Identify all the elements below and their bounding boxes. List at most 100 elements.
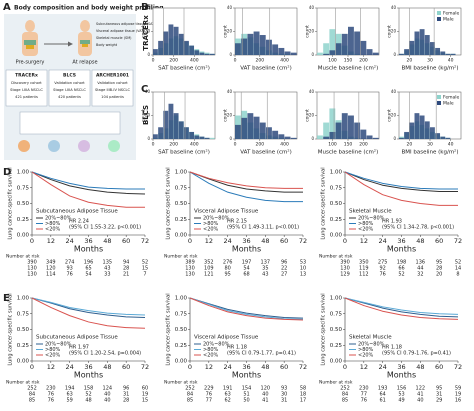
hist-bar	[199, 52, 205, 55]
cohort-name: TRACERx	[15, 73, 38, 79]
legend-text: Subcutaneous adipose tissue (SAT)	[96, 22, 156, 26]
at-risk-count: 390	[340, 260, 350, 266]
hist-bar	[272, 130, 279, 139]
at-risk-count: 49	[398, 398, 404, 404]
survival-curve	[344, 171, 458, 193]
at-risk-count: 120	[46, 266, 56, 272]
legend-label: <20%	[45, 227, 61, 233]
sat-band	[80, 40, 90, 44]
x-tick-label: 0	[343, 237, 347, 245]
x-axis-label: SAT baseline (cm²)	[158, 149, 210, 156]
cohort-box	[48, 69, 91, 107]
hist-bar	[284, 136, 291, 139]
stage-label: At relapse	[72, 60, 97, 66]
x-tick-label: 200	[169, 58, 178, 64]
at-risk-count: 7	[143, 272, 146, 278]
cohort-line: Validation cohort	[97, 81, 128, 85]
y-tick-label: 40	[309, 89, 315, 94]
hist-bar	[409, 40, 415, 55]
at-risk-count: 43	[104, 266, 110, 272]
legend-swatch	[437, 101, 441, 105]
hist-bar	[178, 121, 184, 139]
hr-annotation: (95% CI 1.49-3.11, p<0.001)	[227, 225, 299, 231]
vat-band	[82, 44, 88, 47]
y-axis-label: count	[141, 25, 147, 38]
at-risk-count: 77	[206, 398, 212, 404]
y-tick-label: 40	[309, 5, 315, 10]
y-tick-label: 0.00	[330, 233, 343, 239]
hist-bar	[173, 26, 179, 55]
hist-bar	[414, 31, 420, 55]
icon	[108, 140, 120, 152]
at-risk-count: 41	[417, 392, 423, 398]
hist-bar	[414, 113, 420, 139]
cohort-box	[5, 69, 48, 107]
at-risk-count: 59	[455, 386, 461, 392]
at-risk-count: 252	[27, 386, 37, 392]
at-risk-count: 19	[142, 392, 148, 398]
at-risk-title: Number at risk	[164, 380, 198, 386]
y-tick-label: 1.00	[175, 170, 188, 176]
legend-label: <20%	[358, 353, 374, 359]
hist-bar	[419, 29, 425, 55]
survival-curve	[189, 171, 303, 189]
y-tick-label: 0.25	[175, 217, 188, 223]
at-risk-count: 93	[281, 386, 287, 392]
y-tick-label: 0	[311, 52, 314, 57]
y-tick-label: 0.50	[175, 201, 188, 207]
at-risk-count: 130	[27, 272, 37, 278]
y-tick-label: 0	[393, 136, 396, 141]
hist-bar	[419, 115, 425, 139]
at-risk-count: 53	[300, 260, 306, 266]
hist-bar	[290, 52, 297, 55]
at-risk-count: 130	[185, 266, 195, 272]
y-axis-label: Lung cancer-specific survival	[166, 167, 172, 239]
hist-bar	[435, 133, 441, 139]
at-risk-count: 10	[300, 266, 306, 272]
at-risk-count: 93	[66, 266, 72, 272]
hist-bar	[399, 53, 404, 55]
at-risk-count: 95	[224, 272, 230, 278]
y-tick-label: 0.00	[175, 359, 188, 365]
y-tick-label: 0	[147, 52, 150, 57]
at-risk-count: 21	[123, 272, 129, 278]
at-risk-count: 124	[103, 386, 113, 392]
hist-bar	[209, 137, 215, 139]
hist-bar	[360, 129, 367, 139]
x-tick-label: 0	[30, 237, 34, 245]
y-tick-label: 0.25	[175, 343, 188, 349]
hist-bar	[278, 134, 285, 139]
x-axis-label: BMI baseline (kg/m²)	[401, 65, 458, 72]
at-risk-count: 16	[455, 398, 461, 404]
at-risk-count: 76	[206, 392, 212, 398]
legend-label: >80%	[358, 347, 374, 353]
legend-label: >80%	[358, 221, 374, 227]
x-axis-label: Months	[387, 371, 416, 380]
at-risk-count: 40	[262, 392, 268, 398]
survival-curve	[31, 171, 146, 195]
stage-label: Pre-surgery	[16, 60, 45, 66]
x-tick-label: 24	[224, 363, 232, 371]
at-risk-count: 197	[242, 260, 252, 266]
hist-bar	[241, 38, 248, 55]
hist-bar	[253, 116, 260, 139]
x-tick-label: 12	[360, 363, 368, 371]
cohort-line: Stage IIIB-IV NSCLC	[95, 88, 131, 92]
at-risk-count: 95	[436, 260, 442, 266]
cohort-box	[91, 69, 134, 107]
hist-bar	[424, 35, 430, 55]
at-risk-count: 68	[243, 272, 249, 278]
x-tick-label: 48	[103, 237, 111, 245]
at-risk-count: 390	[27, 260, 37, 266]
km-title: Subcutaneous Adipose Tissue	[36, 209, 118, 215]
hist-bar	[158, 40, 164, 55]
hist-bar	[173, 113, 179, 139]
hist-bar	[235, 124, 241, 139]
y-axis-label: count	[387, 109, 393, 122]
y-tick-label: 20	[227, 113, 233, 118]
x-tick-label: 36	[242, 363, 250, 371]
hist-bar	[153, 49, 158, 55]
at-risk-count: 198	[397, 260, 407, 266]
hist-bar	[450, 53, 456, 55]
